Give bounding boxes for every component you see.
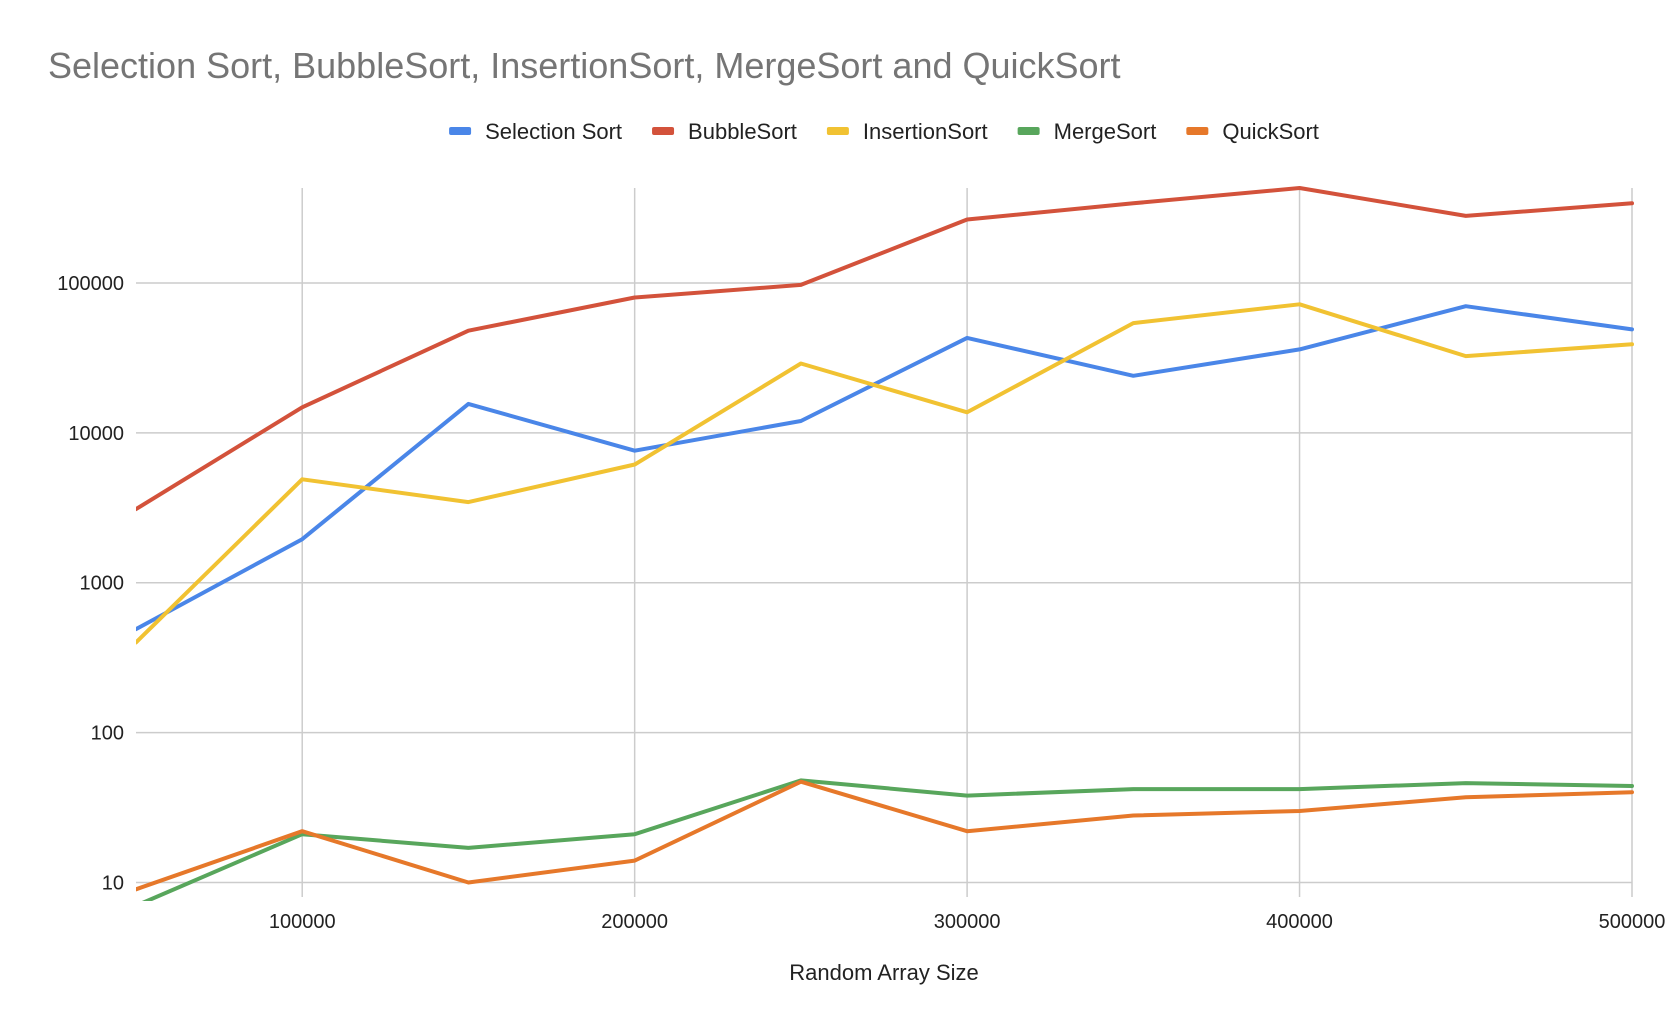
series-line-selection-sort bbox=[136, 304, 1634, 632]
y-tick-label: 100 bbox=[91, 723, 124, 745]
y-tick-label: 1000 bbox=[80, 573, 125, 595]
legend-swatch-selection-sort bbox=[449, 127, 472, 135]
legend-swatch-quicksort bbox=[1186, 127, 1209, 135]
x-tick-label: 200000 bbox=[601, 911, 668, 933]
legend-label-mergesort: MergeSort bbox=[1054, 119, 1157, 144]
legend-label-insertionsort: InsertionSort bbox=[863, 119, 988, 144]
y-tick-label: 10000 bbox=[68, 423, 124, 445]
legend-label-quicksort: QuickSort bbox=[1222, 119, 1319, 144]
y-tick-label: 10 bbox=[102, 872, 124, 894]
x-tick-label: 300000 bbox=[934, 911, 1001, 933]
chart-title: Selection Sort, BubbleSort, InsertionSor… bbox=[48, 45, 1121, 86]
x-tick-label: 100000 bbox=[269, 911, 336, 933]
legend-label-bubblesort: BubbleSort bbox=[688, 119, 797, 144]
series-lines bbox=[136, 186, 1634, 901]
legend-swatch-bubblesort bbox=[652, 127, 675, 135]
series-line-bubblesort bbox=[136, 186, 1634, 512]
x-axis-title: Random Array Size bbox=[789, 960, 979, 985]
series-line-mergesort bbox=[141, 778, 1634, 901]
legend-swatch-insertionsort bbox=[826, 127, 849, 135]
legend-label-selection-sort: Selection Sort bbox=[485, 119, 622, 144]
legend: Selection Sort BubbleSort InsertionSort Mer… bbox=[449, 119, 1319, 144]
x-tick-label: 400000 bbox=[1266, 911, 1333, 933]
legend-swatch-mergesort bbox=[1017, 127, 1040, 135]
series-line-insertionsort bbox=[136, 302, 1634, 645]
y-tick-label: 100000 bbox=[57, 273, 124, 295]
series-line-quicksort bbox=[136, 779, 1634, 892]
x-axis-ticks: 100000 200000 300000 400000 500000 bbox=[269, 911, 1666, 933]
y-axis-ticks: 10 100 1000 10000 100000 bbox=[57, 273, 124, 895]
gridlines bbox=[136, 188, 1633, 897]
x-tick-label: 500000 bbox=[1599, 911, 1666, 933]
